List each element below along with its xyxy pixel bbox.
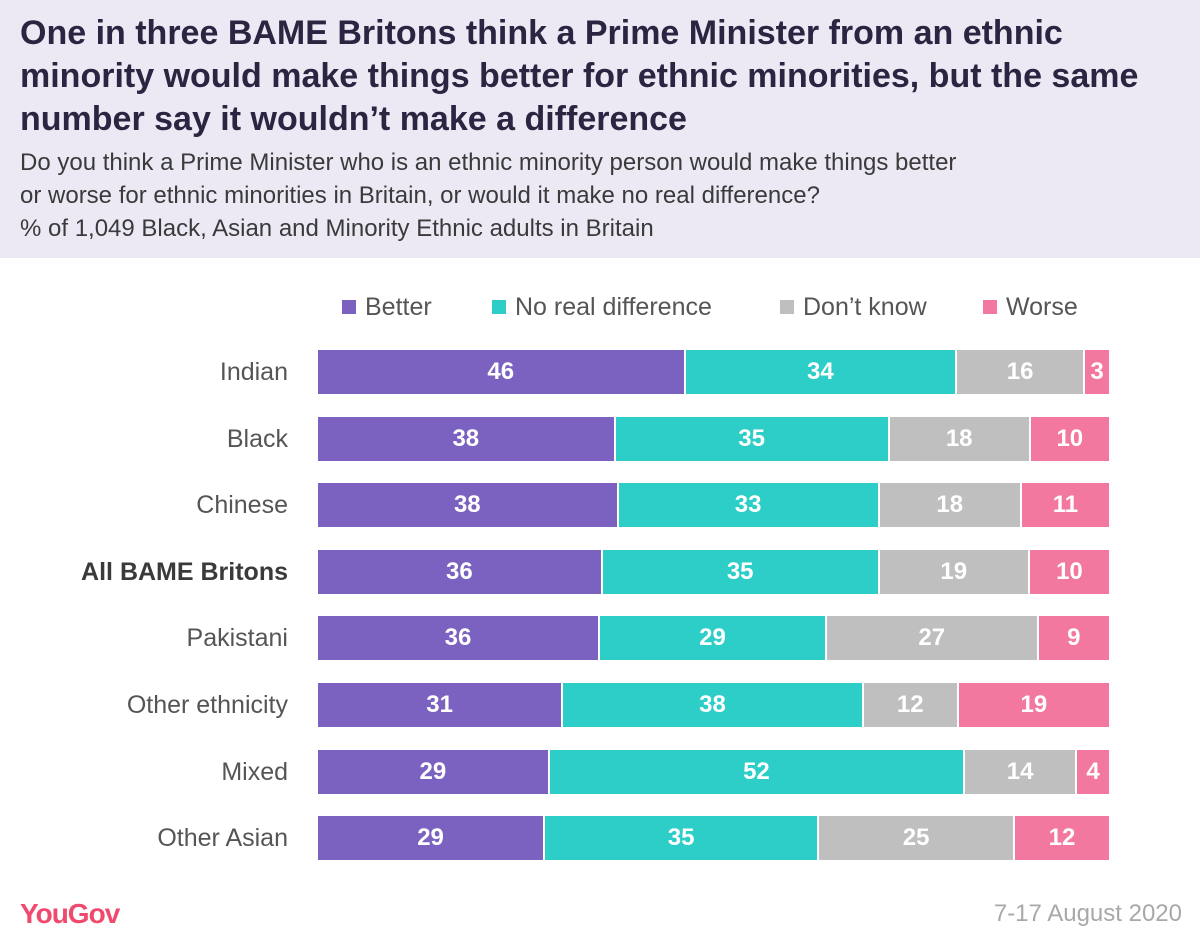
category-label: Other Asian <box>157 824 288 852</box>
bar-track: 29 52 14 4 <box>318 750 1109 794</box>
bar-track: 31 38 12 19 <box>318 683 1109 727</box>
bar-segment-better: 38 <box>318 417 616 461</box>
bar-row: Black 38 35 18 10 <box>0 417 1200 461</box>
bar-segment-don-t-know: 18 <box>889 417 1031 461</box>
bar-segment-better: 38 <box>318 483 619 527</box>
bar-segment-no-real-difference: 35 <box>615 417 890 461</box>
bar-segment-no-real-difference: 38 <box>563 683 864 727</box>
bar-track: 36 35 19 10 <box>318 550 1109 594</box>
bar-segment-worse: 10 <box>1030 417 1109 461</box>
bar-track: 38 35 18 10 <box>318 417 1109 461</box>
bar-segment-better: 31 <box>318 683 564 727</box>
subtitle-line-1: Do you think a Prime Minister who is an … <box>20 149 957 176</box>
bar-segment-worse: 3 <box>1085 350 1109 394</box>
category-label: Pakistani <box>186 624 288 652</box>
legend-item-no-real-difference: No real difference <box>492 290 712 324</box>
bar-segment-no-real-difference: 35 <box>602 550 880 594</box>
bar-segment-don-t-know: 27 <box>827 616 1039 660</box>
bar-segment-better: 36 <box>318 550 603 594</box>
bar-track: 46 34 16 3 <box>318 350 1109 394</box>
bar-segment-worse: 12 <box>1014 816 1109 860</box>
bar-segment-no-real-difference: 34 <box>685 350 958 394</box>
subtitle-line-2: or worse for ethnic minorities in Britai… <box>20 182 820 209</box>
chart-header: One in three BAME Britons think a Prime … <box>0 0 1200 258</box>
fieldwork-date: 7-17 August 2020 <box>993 900 1182 927</box>
category-label: Other ethnicity <box>126 691 288 719</box>
chart-title: One in three BAME Britons think a Prime … <box>20 14 1139 138</box>
bar-segment-no-real-difference: 29 <box>599 616 828 660</box>
bar-segment-don-t-know: 18 <box>879 483 1022 527</box>
category-label: Black <box>226 425 288 453</box>
legend-label: Better <box>365 292 432 321</box>
bar-segment-no-real-difference: 33 <box>618 483 880 527</box>
chart-legend: Better No real difference Don’t know Worse <box>0 290 1200 324</box>
bar-segment-don-t-know: 19 <box>879 550 1030 594</box>
bar-track: 38 33 18 11 <box>318 483 1109 527</box>
legend-swatch <box>780 300 794 314</box>
bar-segment-better: 36 <box>318 616 600 660</box>
bar-segment-better: 29 <box>318 750 550 794</box>
bar-segment-better: 46 <box>318 350 686 394</box>
bar-segment-worse: 19 <box>958 683 1109 727</box>
bar-segment-don-t-know: 16 <box>957 350 1086 394</box>
legend-label: Worse <box>1006 292 1078 321</box>
subtitle-line-3: % of 1,049 Black, Asian and Minority Eth… <box>20 215 654 242</box>
bar-row: Indian 46 34 16 3 <box>0 350 1200 394</box>
bar-row: Chinese 38 33 18 11 <box>0 483 1200 527</box>
bar-track: 29 35 25 12 <box>318 816 1109 860</box>
bar-segment-don-t-know: 12 <box>863 683 959 727</box>
category-label: All BAME Britons <box>81 558 288 586</box>
bar-segment-worse: 4 <box>1077 750 1109 794</box>
legend-item-don-t-know: Don’t know <box>780 290 927 324</box>
legend-label: No real difference <box>515 292 712 321</box>
yougov-logo: YouGov <box>20 898 120 929</box>
bar-segment-better: 29 <box>318 816 546 860</box>
bar-row: Other ethnicity 31 38 12 19 <box>0 683 1200 727</box>
legend-swatch <box>342 300 356 314</box>
category-label: Chinese <box>196 491 288 519</box>
legend-item-better: Better <box>342 290 432 324</box>
bar-segment-no-real-difference: 52 <box>549 750 966 794</box>
chart-subtitle: Do you think a Prime Minister who is an … <box>20 146 1190 245</box>
bar-row: Mixed 29 52 14 4 <box>0 750 1200 794</box>
legend-label: Don’t know <box>803 292 927 321</box>
bar-segment-no-real-difference: 35 <box>545 816 820 860</box>
bar-segment-worse: 9 <box>1038 616 1109 660</box>
category-label: Indian <box>219 358 288 386</box>
bar-track: 36 29 27 9 <box>318 616 1109 660</box>
legend-item-worse: Worse <box>983 290 1078 324</box>
bar-segment-don-t-know: 25 <box>819 816 1015 860</box>
legend-swatch <box>983 300 997 314</box>
category-label: Mixed <box>221 758 288 786</box>
bar-segment-worse: 11 <box>1021 483 1109 527</box>
legend-swatch <box>492 300 506 314</box>
bar-row: Pakistani 36 29 27 9 <box>0 616 1200 660</box>
bar-row: All BAME Britons 36 35 19 10 <box>0 550 1200 594</box>
bar-segment-don-t-know: 14 <box>965 750 1078 794</box>
bar-row: Other Asian 29 35 25 12 <box>0 816 1200 860</box>
bar-segment-worse: 10 <box>1029 550 1109 594</box>
